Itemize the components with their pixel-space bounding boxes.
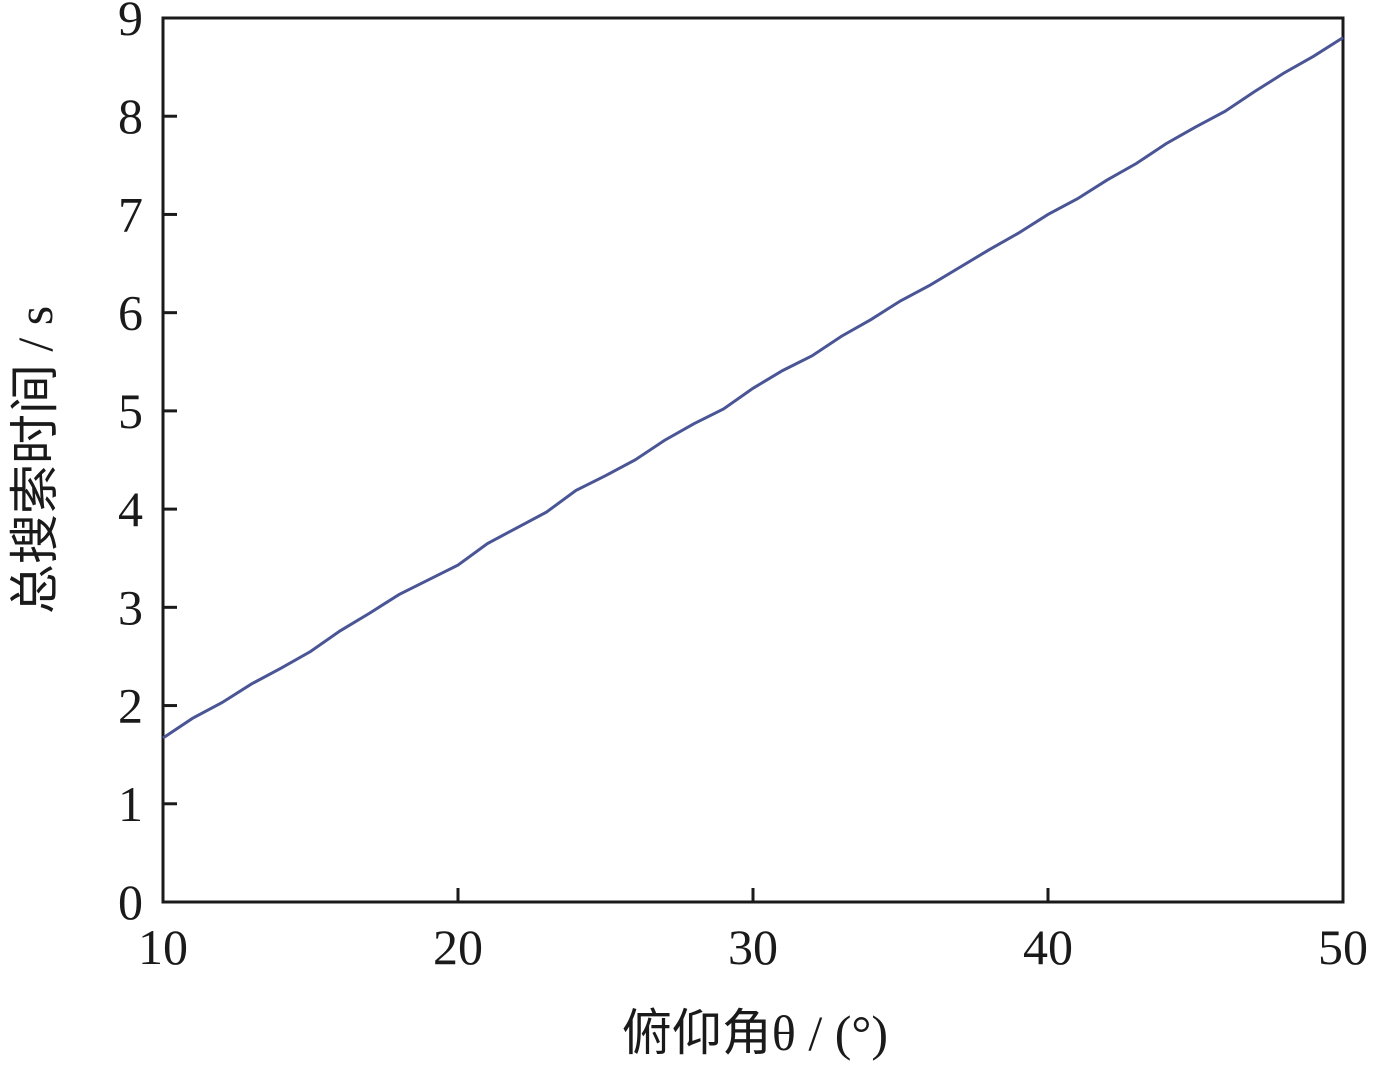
y-axis-label: 总搜索时间 / s: [7, 306, 63, 614]
y-tick-label: 2: [118, 678, 143, 734]
x-tick-label: 20: [433, 919, 483, 975]
x-tick-label: 50: [1318, 919, 1368, 975]
data-line: [162, 36, 1344, 740]
y-tick-label: 1: [118, 776, 143, 832]
y-tick-label: 6: [118, 285, 143, 341]
y-tick-label: 3: [118, 579, 143, 635]
y-tick-label: 4: [118, 481, 143, 537]
y-tick-label: 9: [118, 0, 143, 46]
plot-frame: [161, 16, 1345, 904]
y-tick-label: 5: [118, 383, 143, 439]
y-tick-label: 7: [118, 186, 143, 242]
x-tick-label: 30: [728, 919, 778, 975]
y-tick-label: 0: [118, 874, 143, 930]
x-tick-label: 10: [138, 919, 188, 975]
y-tick-label: 8: [118, 88, 143, 144]
x-axis-label: 俯仰角θ / (°): [622, 1005, 888, 1061]
x-tick-label: 40: [1023, 919, 1073, 975]
